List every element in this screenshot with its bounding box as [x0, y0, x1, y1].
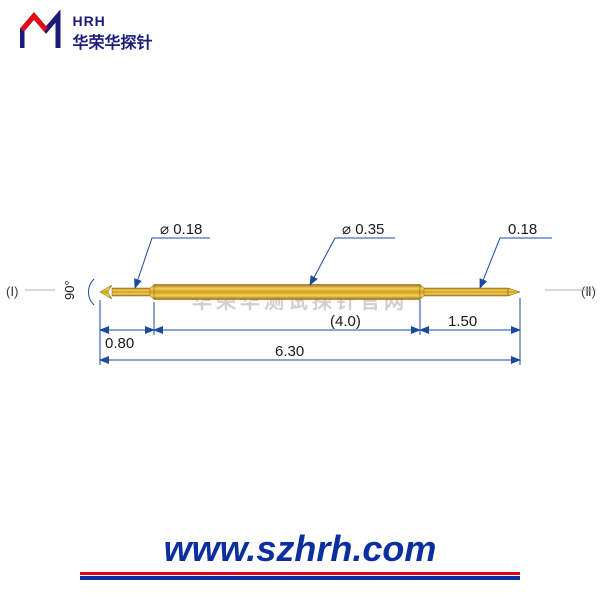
footer-url: www.szhrh.com	[164, 528, 437, 570]
angle-label: 90°	[62, 280, 77, 300]
extension-lines	[100, 298, 520, 365]
svg-text:0.18: 0.18	[508, 221, 537, 238]
angle-indicator: 90°	[62, 279, 94, 305]
svg-text:⌀ 0.35: ⌀ 0.35	[342, 221, 384, 238]
dim-label: 1.50	[448, 313, 477, 330]
dim-label: 6.30	[275, 343, 304, 360]
footer-underline	[80, 572, 520, 580]
technical-drawing: 90° ⌀ 0.18 ⌀ 0.35 0.18 0.80 (4.0) 1.50 6…	[0, 0, 600, 600]
probe-body	[100, 285, 520, 300]
diameter-callouts: ⌀ 0.18 ⌀ 0.35 0.18	[135, 221, 552, 288]
svg-text:⌀ 0.18: ⌀ 0.18	[160, 221, 202, 238]
dia-label: 0.18	[508, 221, 537, 238]
dimension-lines: 0.80 (4.0) 1.50 6.30	[100, 313, 520, 360]
dim-label: (4.0)	[330, 313, 361, 330]
dia-label: 0.18	[173, 221, 202, 238]
dia-label: 0.35	[355, 221, 384, 238]
dim-label: 0.80	[105, 335, 134, 352]
